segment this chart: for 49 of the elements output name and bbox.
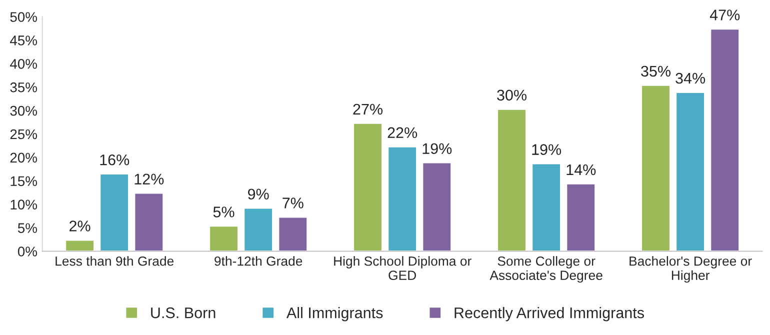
x-tick-label: Some College or Associate's Degree [490, 256, 602, 283]
x-tick-label: Bachelor's Degree or Higher [630, 256, 752, 283]
data-label: 30% [497, 90, 527, 101]
data-label: 16% [100, 154, 130, 166]
bar [387, 146, 418, 252]
y-tick-label: 40% [10, 58, 37, 69]
x-tick-label: Less than 9th Grade [56, 256, 174, 266]
bar [134, 192, 164, 252]
x-tick-label: High School Diploma or GED [334, 256, 472, 280]
data-label: 27% [353, 104, 383, 115]
data-label: 9% [248, 188, 269, 200]
bar [640, 84, 671, 252]
y-tick-label: 5% [18, 223, 37, 233]
y-tick-label: 15% [10, 176, 37, 186]
bar [422, 162, 452, 252]
y-tick-label: 0% [18, 246, 37, 256]
y-tick-label: 10% [10, 200, 37, 210]
y-tick-label: 35% [10, 82, 37, 92]
y-tick-label: 20% [10, 152, 37, 163]
bar [352, 122, 383, 252]
data-label: 34% [676, 72, 706, 84]
bar [566, 183, 596, 252]
legend-label: U.S. Born [151, 307, 216, 318]
data-label: 2% [70, 220, 90, 232]
data-label: 19% [422, 143, 452, 154]
x-tick-label: 9th-12th Grade [214, 256, 302, 266]
bar [99, 173, 130, 252]
data-label: 7% [282, 198, 304, 208]
legend-label: Recently Arrived Immigrants [454, 307, 644, 322]
data-label: 47% [710, 10, 740, 20]
bar [208, 225, 239, 252]
data-label: 22% [388, 127, 418, 138]
bar [531, 162, 562, 252]
bar [64, 239, 95, 252]
data-label: 5% [213, 206, 234, 218]
data-label: 35% [641, 66, 670, 77]
bar [710, 28, 740, 252]
legend-label: All Immigrants [286, 307, 383, 322]
bar [675, 92, 706, 252]
bar [496, 108, 527, 252]
data-label: 12% [134, 174, 164, 184]
data-label: 19% [532, 144, 562, 155]
y-tick-label: 30% [10, 106, 37, 116]
bar [278, 216, 308, 252]
bar [243, 207, 274, 252]
y-tick-label: 50% [10, 12, 37, 22]
y-tick-label: 25% [10, 129, 37, 140]
y-tick-label: 45% [10, 36, 37, 46]
data-label: 14% [566, 164, 596, 176]
